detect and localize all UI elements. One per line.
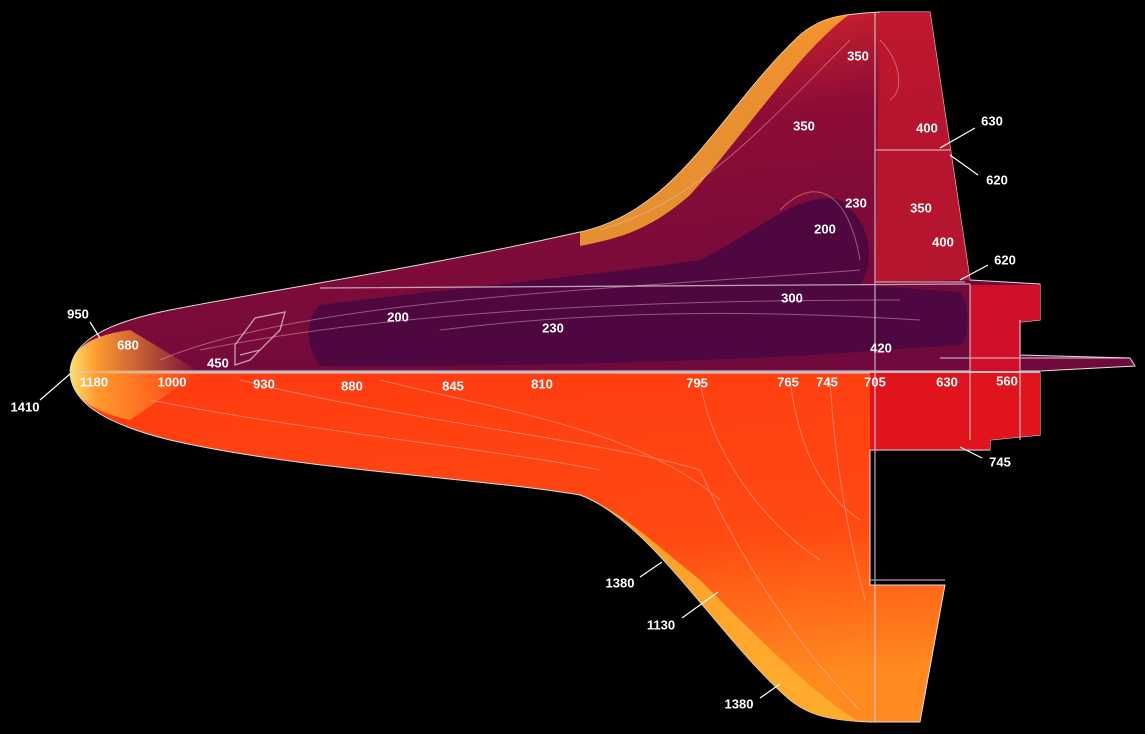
temp-label: 810	[531, 376, 553, 391]
nose-panels	[234, 311, 286, 366]
elevon-region	[970, 285, 1040, 371]
temp-label: 845	[442, 378, 464, 393]
temp-label: 1130	[647, 617, 675, 632]
isotherm	[159, 39, 921, 361]
temp-label: 930	[253, 376, 275, 391]
temp-label: 630	[981, 113, 1003, 128]
leader-line	[639, 561, 663, 578]
temp-label: 620	[986, 172, 1008, 187]
warm-wing-tip	[875, 12, 970, 282]
temp-label: 400	[932, 234, 954, 249]
temp-label: 1180	[80, 374, 108, 389]
temp-label: 950	[67, 306, 89, 321]
hot-leading-edge	[580, 495, 860, 722]
leader-line	[959, 446, 983, 459]
temp-label: 450	[207, 355, 229, 370]
temp-label: 630	[936, 374, 958, 389]
temp-label: 350	[910, 200, 932, 215]
temp-label: 1410	[11, 399, 40, 414]
temp-label: 400	[916, 120, 938, 135]
temp-label: 1000	[158, 374, 187, 389]
leader-line	[681, 591, 719, 619]
body-flap	[940, 284, 1130, 440]
leader-line	[89, 321, 101, 339]
temp-label: 1380	[606, 575, 635, 590]
temp-label: 1380	[725, 696, 754, 711]
isotherm	[149, 379, 866, 711]
temp-label: 705	[864, 374, 886, 389]
leader-line	[959, 264, 989, 281]
hot-nose	[70, 330, 200, 420]
hinge-line	[319, 12, 990, 722]
right-zone	[870, 373, 1040, 450]
temp-label: 200	[814, 221, 836, 236]
temp-label: 680	[117, 337, 139, 352]
temp-label: 620	[994, 252, 1016, 267]
upper-surface	[69, 11, 1136, 372]
temp-label: 765	[777, 374, 799, 389]
temp-label: 230	[845, 195, 867, 210]
temp-label: 300	[781, 290, 803, 305]
temp-label: 200	[387, 309, 409, 324]
cold-region	[308, 198, 968, 367]
temp-label: 230	[542, 320, 564, 335]
warm-leading-edge	[580, 14, 850, 246]
temp-label: 350	[847, 48, 869, 63]
temp-label: 420	[870, 340, 892, 355]
leader-line	[949, 154, 979, 176]
temp-label: 880	[341, 378, 363, 393]
leader-line	[39, 373, 71, 401]
temp-label: 745	[989, 454, 1011, 469]
leader-line	[939, 127, 976, 149]
temp-label: 745	[816, 374, 838, 389]
temp-label: 795	[686, 375, 708, 390]
leader-line	[759, 683, 781, 699]
temp-label: 560	[996, 373, 1018, 388]
temp-label: 350	[793, 118, 815, 133]
